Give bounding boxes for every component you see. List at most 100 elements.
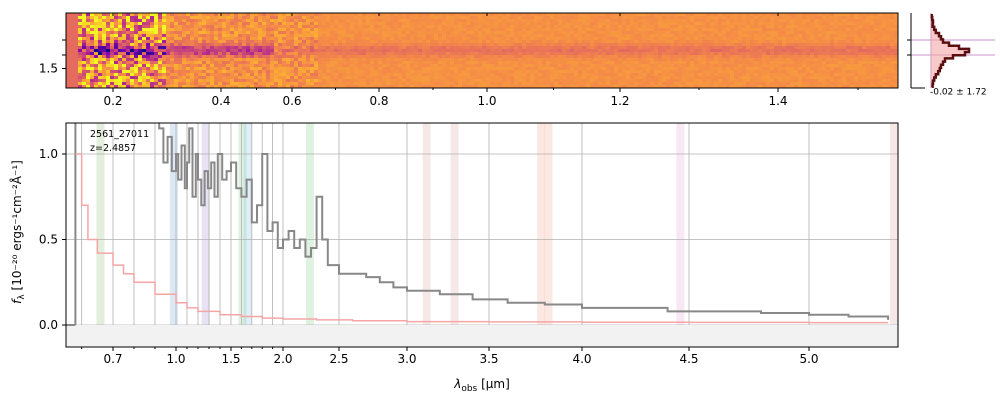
heatmap-cell <box>150 16 155 20</box>
heatmap-cell <box>190 61 195 65</box>
heatmap-cell <box>74 37 79 41</box>
heatmap-cell <box>574 82 579 86</box>
heatmap-cell <box>842 67 847 71</box>
heatmap-cell <box>666 25 671 29</box>
heatmap-cell <box>470 73 475 77</box>
heatmap-cell <box>322 67 327 71</box>
heatmap-cell <box>310 58 315 62</box>
heatmap-cell <box>262 19 267 23</box>
heatmap-cell <box>458 73 463 77</box>
heatmap-cell <box>194 16 199 20</box>
heatmap-cell <box>494 16 499 20</box>
heatmap-cell <box>798 64 803 68</box>
heatmap-cell <box>842 22 847 26</box>
heatmap-cell <box>534 61 539 65</box>
heatmap-cell <box>842 85 847 89</box>
heatmap-cell <box>818 61 823 65</box>
heatmap-cell <box>186 16 191 20</box>
heatmap-cell <box>258 43 263 47</box>
heatmap-cell <box>270 85 275 89</box>
heatmap-cell <box>630 13 635 17</box>
heatmap-cell <box>702 46 707 50</box>
heatmap-cell <box>338 52 343 56</box>
heatmap-cell <box>770 76 775 80</box>
heatmap-cell <box>214 55 219 59</box>
heatmap-cell <box>770 28 775 32</box>
heatmap-cell <box>414 37 419 41</box>
heatmap-cell <box>442 34 447 38</box>
heatmap-cell <box>166 79 171 83</box>
heatmap-cell <box>154 49 159 53</box>
heatmap-cell <box>858 46 863 50</box>
heatmap-cell <box>106 13 111 17</box>
heatmap-cell <box>734 16 739 20</box>
heatmap-cell <box>418 49 423 53</box>
heatmap-cell <box>442 61 447 65</box>
heatmap-cell <box>102 70 107 74</box>
heatmap-cell <box>442 16 447 20</box>
heatmap-cell <box>406 19 411 23</box>
heatmap-cell <box>242 73 247 77</box>
heatmap-cell <box>634 37 639 41</box>
heatmap-cell <box>170 31 175 35</box>
heatmap-cell <box>650 19 655 23</box>
heatmap-cell <box>494 40 499 44</box>
heatmap-cell <box>802 76 807 80</box>
heatmap-cell <box>110 76 115 80</box>
heatmap-cell <box>626 28 631 32</box>
heatmap-cell <box>602 52 607 56</box>
heatmap-cell <box>590 55 595 59</box>
heatmap-cell <box>758 19 763 23</box>
heatmap-cell <box>822 16 827 20</box>
heatmap-cell <box>406 37 411 41</box>
heatmap-cell <box>686 49 691 53</box>
heatmap-cell <box>130 55 135 59</box>
heatmap-cell <box>266 16 271 20</box>
heatmap-cell <box>458 22 463 26</box>
heatmap-cell <box>394 34 399 38</box>
heatmap-cell <box>690 64 695 68</box>
heatmap-cell <box>470 19 475 23</box>
heatmap-cell <box>370 73 375 77</box>
heatmap-cell <box>190 67 195 71</box>
heatmap-cell <box>702 82 707 86</box>
heatmap-cell <box>330 37 335 41</box>
heatmap-cell <box>586 73 591 77</box>
heatmap-cell <box>314 31 319 35</box>
heatmap-cell <box>550 76 555 80</box>
heatmap-cell <box>190 52 195 56</box>
heatmap-cell <box>658 19 663 23</box>
heatmap-cell <box>218 55 223 59</box>
heatmap-cell <box>454 67 459 71</box>
heatmap-cell <box>326 22 331 26</box>
heatmap-cell <box>150 22 155 26</box>
heatmap-cell <box>622 55 627 59</box>
heatmap-cell <box>450 67 455 71</box>
heatmap-cell <box>170 28 175 32</box>
heatmap-cell <box>694 31 699 35</box>
heatmap-cell <box>158 43 163 47</box>
heatmap-cell <box>226 49 231 53</box>
heatmap-cell <box>218 70 223 74</box>
heatmap-cell <box>850 79 855 83</box>
heatmap-cell <box>122 55 127 59</box>
heatmap-cell <box>186 73 191 77</box>
heatmap-cell <box>106 22 111 26</box>
heatmap-cell <box>842 31 847 35</box>
heatmap-cell <box>690 55 695 59</box>
heatmap-cell <box>694 70 699 74</box>
heatmap-cell <box>810 85 815 89</box>
heatmap-cell <box>342 79 347 83</box>
heatmap-cell <box>686 46 691 50</box>
heatmap-cell <box>494 22 499 26</box>
heatmap-cell <box>754 64 759 68</box>
heatmap-cell <box>198 49 203 53</box>
heatmap-cell <box>326 13 331 17</box>
heatmap-cell <box>586 76 591 80</box>
heatmap-cell <box>790 76 795 80</box>
heatmap-cell <box>686 64 691 68</box>
heatmap-cell <box>674 22 679 26</box>
heatmap-cell <box>498 43 503 47</box>
heatmap-cell <box>250 34 255 38</box>
heatmap-cell <box>306 16 311 20</box>
